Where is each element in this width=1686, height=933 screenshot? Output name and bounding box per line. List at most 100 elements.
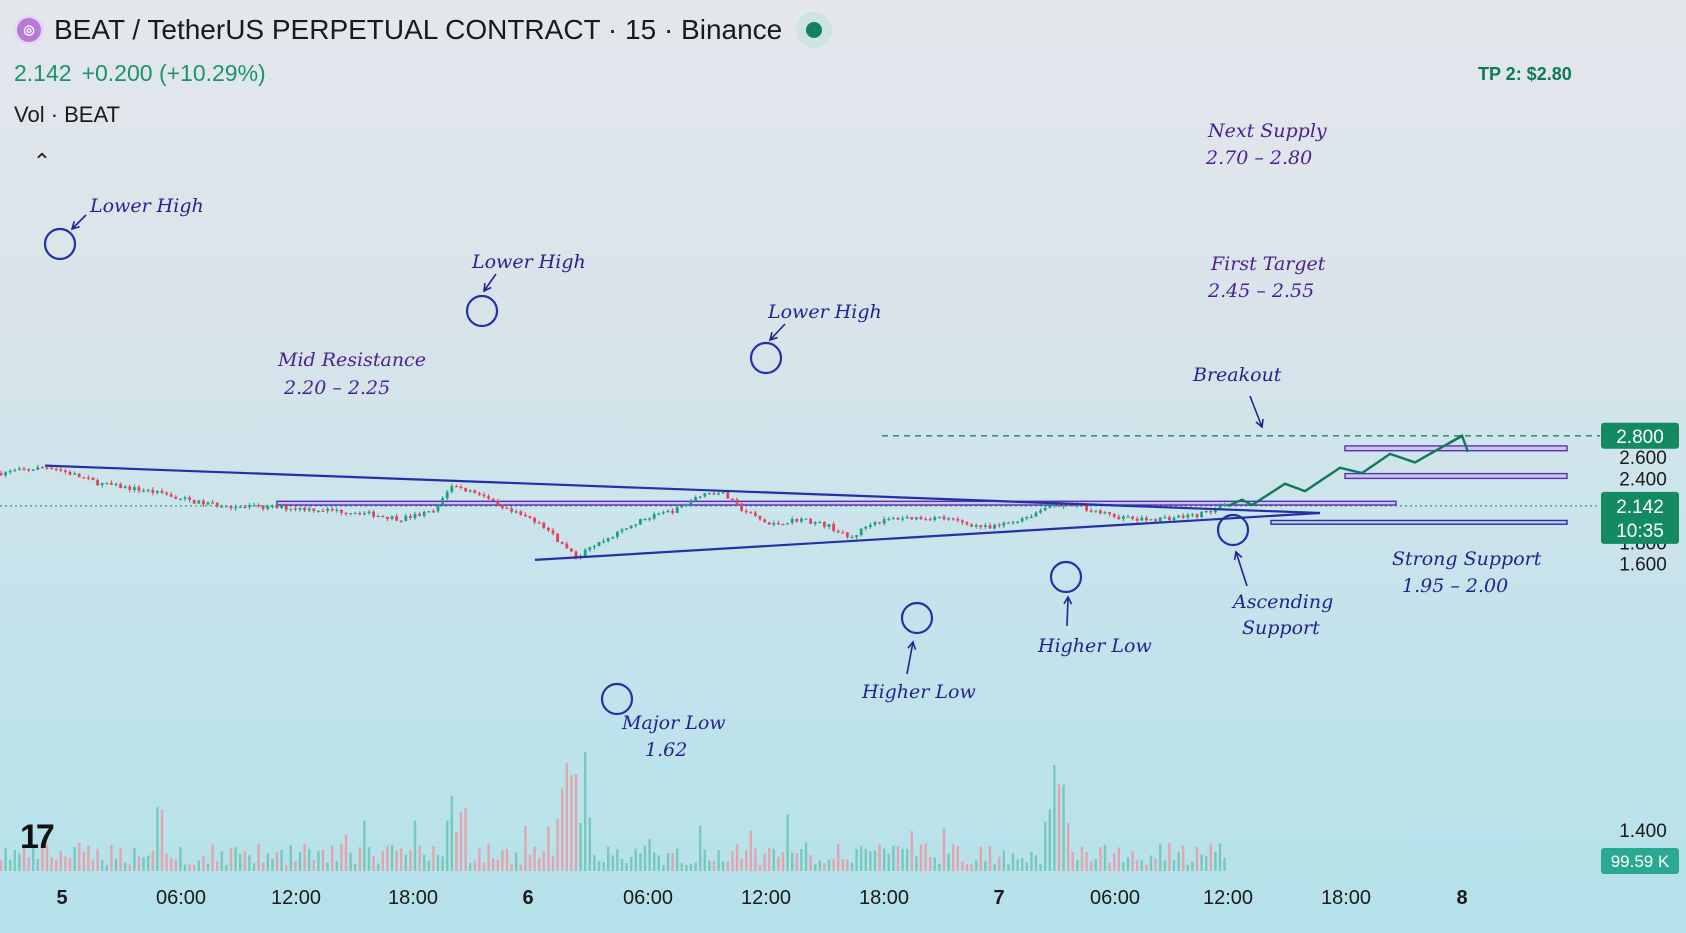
- volume-bar: [1076, 860, 1079, 871]
- candle-body: [1062, 504, 1065, 507]
- candle-body: [1186, 514, 1190, 518]
- volume-bar: [432, 846, 435, 871]
- volume-bar: [464, 808, 467, 871]
- candle-body: [901, 518, 904, 520]
- candle-body: [496, 500, 500, 505]
- volume-bar: [795, 853, 798, 871]
- candle-body: [413, 513, 417, 518]
- volume-bar: [505, 848, 509, 871]
- trendline-layer[interactable]: [43, 227, 1321, 716]
- axis-layer[interactable]: 2.8002.6002.4002.2002.0001.8001.6001.400…: [56, 422, 1679, 909]
- candle-body: [358, 512, 362, 515]
- candle-body: [1214, 508, 1217, 513]
- volume-bar: [381, 850, 384, 871]
- lower-high-circle: [465, 294, 499, 328]
- candle-body: [50, 467, 53, 469]
- volume-bar: [1172, 860, 1176, 871]
- volume-bar: [878, 844, 881, 871]
- candle-body: [514, 511, 518, 513]
- volume-bar: [1163, 860, 1166, 871]
- volume-bar: [542, 851, 545, 871]
- descending-resistance-trendline[interactable]: [44, 464, 1321, 515]
- candle-body: [873, 522, 877, 525]
- candle-body: [202, 500, 205, 505]
- volume-bar: [947, 853, 950, 871]
- candle-body: [657, 513, 661, 515]
- symbol-header[interactable]: ◎ BEAT / TetherUS PERPETUAL CONTRACT · 1…: [14, 12, 833, 48]
- volume-bar: [524, 825, 527, 871]
- annotation-arrow: [483, 273, 497, 292]
- lower-high-circle: [749, 341, 783, 375]
- candle-body: [859, 528, 863, 536]
- candle-body: [648, 518, 651, 520]
- volume-bar: [211, 844, 214, 871]
- candle-body: [781, 524, 785, 526]
- candle-body: [896, 518, 900, 520]
- x-axis-tick-label: 5: [56, 887, 67, 909]
- zones-layer: [276, 445, 1568, 525]
- annotation-ascending-support: Support: [1242, 617, 1320, 639]
- volume-bar: [73, 846, 76, 871]
- symbol-title[interactable]: BEAT / TetherUS PERPETUAL CONTRACT · 15 …: [54, 14, 783, 45]
- candle-body: [36, 467, 40, 470]
- candle-body: [988, 525, 992, 529]
- candle-body: [772, 522, 776, 525]
- candle-body: [289, 508, 293, 510]
- candle-body: [169, 494, 173, 497]
- annotation-breakout: Breakout: [1192, 364, 1282, 386]
- volume-bar: [1218, 843, 1222, 871]
- candle-body: [284, 505, 288, 510]
- volume-bar: [588, 817, 591, 871]
- volume-bar: [317, 851, 320, 871]
- candle-body: [795, 519, 799, 522]
- candle-body: [137, 487, 141, 491]
- candle-body: [399, 520, 403, 522]
- volume-bar: [335, 860, 338, 871]
- volume-bar: [436, 854, 440, 871]
- coin-logo-icon: ◎: [14, 15, 44, 45]
- volume-bar: [55, 859, 58, 871]
- annotation-arrow: [769, 323, 786, 341]
- x-axis-tick-label: 18:00: [1321, 887, 1371, 909]
- volume-bar: [1136, 860, 1139, 871]
- volume-bar: [4, 848, 7, 871]
- volume-bar: [91, 859, 95, 871]
- zone-mid-resistance: [276, 500, 1397, 506]
- volume-bar: [510, 863, 513, 871]
- candle-body: [64, 470, 67, 472]
- candle-body: [110, 482, 113, 485]
- candle-body: [450, 486, 454, 492]
- volume-bar: [671, 852, 674, 871]
- market-status-icon[interactable]: [796, 12, 833, 48]
- candle-body: [133, 487, 136, 490]
- volume-bar: [547, 826, 550, 871]
- collapse-chevron-icon[interactable]: ⌃: [32, 149, 52, 174]
- candle-body: [206, 502, 210, 505]
- volume-bar: [1149, 855, 1153, 871]
- candle-body: [961, 520, 964, 523]
- candle-body: [73, 473, 76, 475]
- volume-bar: [183, 864, 187, 871]
- volume-bar: [482, 862, 486, 871]
- candle-body: [951, 518, 955, 520]
- volume-bar: [1011, 853, 1015, 871]
- volume-bar: [294, 861, 297, 871]
- ascending-support-trendline[interactable]: [534, 511, 1321, 561]
- zone-first-target: [1344, 472, 1568, 480]
- volume-bar: [745, 850, 748, 871]
- volume-bar: [1044, 821, 1047, 871]
- candle-body: [330, 508, 334, 511]
- candle-layer[interactable]: [0, 464, 1226, 560]
- candle-body: [694, 497, 697, 502]
- candle-body: [271, 505, 274, 508]
- volume-bar: [781, 852, 785, 871]
- volume-bar: [579, 822, 582, 871]
- volume-bar: [726, 861, 729, 871]
- tradingview-logo-icon[interactable]: 17: [20, 818, 55, 856]
- volume-indicator-label[interactable]: Vol · BEAT: [14, 102, 120, 127]
- annotation-arrowhead: [907, 640, 917, 650]
- candle-body: [965, 522, 969, 525]
- volume-bar: [1062, 784, 1065, 871]
- volume-bar: [791, 852, 794, 871]
